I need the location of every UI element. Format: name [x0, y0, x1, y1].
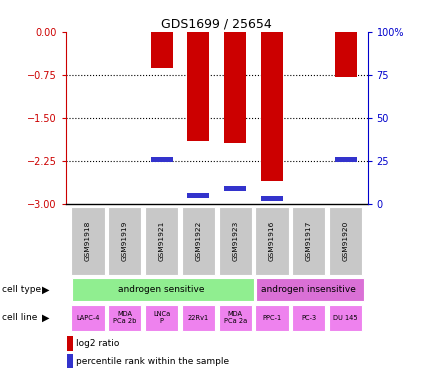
- Text: percentile rank within the sample: percentile rank within the sample: [76, 357, 229, 366]
- Bar: [150, 32, 173, 68]
- Text: androgen sensitive: androgen sensitive: [118, 285, 205, 294]
- FancyBboxPatch shape: [71, 304, 105, 331]
- Text: GSM91917: GSM91917: [306, 221, 312, 261]
- FancyBboxPatch shape: [71, 207, 105, 275]
- Text: ▶: ▶: [42, 285, 50, 295]
- FancyBboxPatch shape: [255, 207, 289, 275]
- Text: ▶: ▶: [42, 313, 50, 323]
- FancyBboxPatch shape: [329, 207, 362, 275]
- Text: DU 145: DU 145: [333, 315, 358, 321]
- FancyBboxPatch shape: [255, 304, 289, 331]
- Bar: [68, 336, 73, 351]
- FancyBboxPatch shape: [292, 207, 325, 275]
- Text: GSM91918: GSM91918: [85, 221, 91, 261]
- FancyBboxPatch shape: [72, 279, 254, 301]
- Bar: [261, 32, 283, 182]
- FancyBboxPatch shape: [145, 304, 178, 331]
- Bar: [224, 32, 246, 143]
- Bar: [187, 193, 210, 198]
- Text: GSM91922: GSM91922: [196, 221, 201, 261]
- Text: GSM91916: GSM91916: [269, 221, 275, 261]
- Text: androgen insensitive: androgen insensitive: [261, 285, 356, 294]
- FancyBboxPatch shape: [256, 279, 364, 301]
- Bar: [261, 196, 283, 201]
- Text: log2 ratio: log2 ratio: [76, 339, 119, 348]
- Title: GDS1699 / 25654: GDS1699 / 25654: [162, 18, 272, 31]
- Text: LNCa
P: LNCa P: [153, 311, 170, 324]
- Text: GSM91919: GSM91919: [122, 221, 128, 261]
- FancyBboxPatch shape: [145, 207, 178, 275]
- Bar: [334, 32, 357, 77]
- FancyBboxPatch shape: [218, 207, 252, 275]
- Text: PPC-1: PPC-1: [262, 315, 281, 321]
- Bar: [68, 354, 73, 368]
- Bar: [224, 186, 246, 191]
- Text: cell type: cell type: [2, 285, 41, 294]
- Bar: [334, 157, 357, 162]
- Text: 22Rv1: 22Rv1: [188, 315, 209, 321]
- Bar: [187, 32, 210, 141]
- FancyBboxPatch shape: [108, 304, 141, 331]
- FancyBboxPatch shape: [182, 304, 215, 331]
- FancyBboxPatch shape: [292, 304, 325, 331]
- FancyBboxPatch shape: [218, 304, 252, 331]
- Text: LAPC-4: LAPC-4: [76, 315, 100, 321]
- Bar: [150, 157, 173, 162]
- FancyBboxPatch shape: [108, 207, 141, 275]
- Text: GSM91920: GSM91920: [343, 221, 348, 261]
- FancyBboxPatch shape: [329, 304, 362, 331]
- Text: MDA
PCa 2a: MDA PCa 2a: [224, 311, 247, 324]
- FancyBboxPatch shape: [182, 207, 215, 275]
- Text: GSM91923: GSM91923: [232, 221, 238, 261]
- Text: PC-3: PC-3: [301, 315, 316, 321]
- Text: MDA
PCa 2b: MDA PCa 2b: [113, 311, 136, 324]
- Text: cell line: cell line: [2, 314, 37, 322]
- Text: GSM91921: GSM91921: [159, 221, 164, 261]
